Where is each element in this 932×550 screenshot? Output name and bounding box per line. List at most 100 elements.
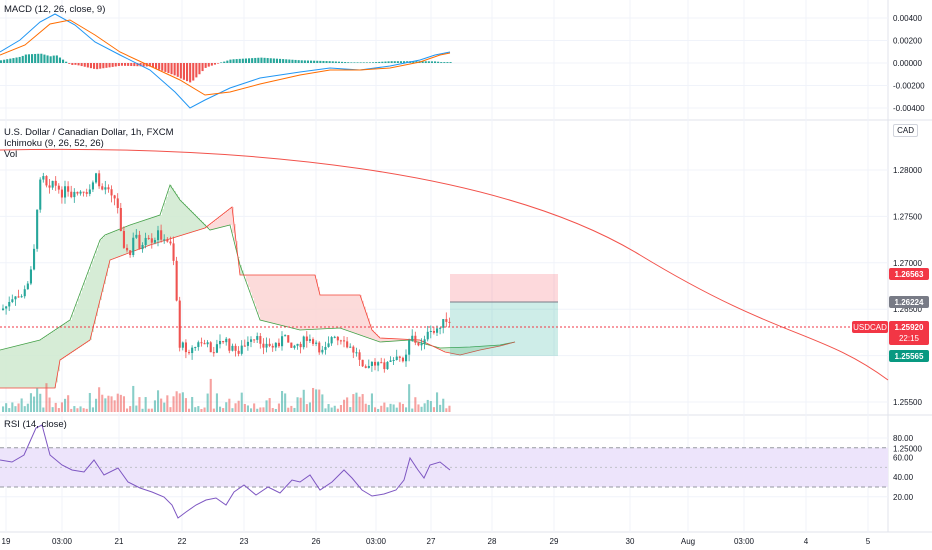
candle[interactable] bbox=[85, 188, 88, 197]
candle[interactable] bbox=[405, 349, 408, 367]
candle[interactable] bbox=[222, 340, 225, 344]
candle[interactable] bbox=[23, 285, 26, 299]
candle[interactable] bbox=[225, 336, 228, 346]
candle[interactable] bbox=[184, 339, 187, 359]
candle[interactable] bbox=[420, 338, 423, 351]
candle[interactable] bbox=[150, 233, 153, 249]
candle[interactable] bbox=[79, 190, 82, 196]
candle[interactable] bbox=[160, 224, 163, 243]
candle[interactable] bbox=[429, 325, 432, 339]
candle[interactable] bbox=[339, 339, 342, 345]
candle[interactable] bbox=[107, 184, 110, 193]
candle[interactable] bbox=[57, 183, 60, 194]
candle[interactable] bbox=[265, 337, 268, 353]
ichimoku-label[interactable]: Ichimoku (9, 26, 52, 26) bbox=[4, 138, 104, 149]
candle[interactable] bbox=[312, 337, 315, 347]
candle[interactable] bbox=[73, 188, 76, 203]
candle[interactable] bbox=[122, 226, 125, 249]
candle[interactable] bbox=[386, 361, 389, 370]
candle[interactable] bbox=[45, 175, 48, 188]
candle[interactable] bbox=[271, 343, 274, 352]
candle[interactable] bbox=[401, 356, 404, 363]
candle[interactable] bbox=[293, 344, 296, 350]
candle[interactable] bbox=[76, 191, 79, 196]
candle[interactable] bbox=[296, 343, 299, 350]
candle[interactable] bbox=[98, 170, 101, 189]
candle[interactable] bbox=[132, 232, 135, 258]
candle[interactable] bbox=[104, 180, 107, 195]
candle[interactable] bbox=[243, 339, 246, 347]
candle[interactable] bbox=[82, 191, 85, 197]
candle[interactable] bbox=[346, 336, 349, 349]
candle[interactable] bbox=[318, 341, 321, 355]
candle[interactable] bbox=[219, 334, 222, 349]
candle[interactable] bbox=[206, 340, 209, 348]
candle[interactable] bbox=[268, 338, 271, 348]
candle[interactable] bbox=[370, 361, 373, 372]
candle[interactable] bbox=[234, 343, 237, 357]
candle[interactable] bbox=[11, 294, 14, 304]
candle[interactable] bbox=[5, 305, 8, 315]
candle[interactable] bbox=[287, 335, 290, 343]
candle[interactable] bbox=[2, 304, 5, 311]
candle[interactable] bbox=[308, 334, 311, 343]
candle[interactable] bbox=[259, 333, 262, 349]
candle[interactable] bbox=[212, 346, 215, 357]
candle[interactable] bbox=[439, 327, 442, 335]
candle[interactable] bbox=[26, 281, 29, 290]
candle[interactable] bbox=[383, 358, 386, 373]
candle[interactable] bbox=[36, 209, 39, 252]
candle[interactable] bbox=[414, 331, 417, 346]
candle[interactable] bbox=[445, 312, 448, 328]
candle[interactable] bbox=[333, 335, 336, 339]
candle[interactable] bbox=[54, 176, 57, 191]
candle[interactable] bbox=[101, 183, 104, 191]
candle[interactable] bbox=[113, 194, 116, 206]
candle[interactable] bbox=[389, 356, 392, 362]
candle[interactable] bbox=[175, 256, 178, 302]
candle[interactable] bbox=[60, 186, 63, 204]
candle[interactable] bbox=[138, 230, 141, 250]
candle[interactable] bbox=[64, 180, 67, 204]
candle[interactable] bbox=[417, 341, 420, 347]
macd-title[interactable]: MACD (12, 26, close, 9) bbox=[4, 4, 106, 15]
candle[interactable] bbox=[330, 336, 333, 346]
candle[interactable] bbox=[302, 335, 305, 350]
candle[interactable] bbox=[361, 359, 364, 367]
candle[interactable] bbox=[39, 177, 42, 213]
symbol-title[interactable]: U.S. Dollar / Canadian Dollar, 1h, FXCM bbox=[4, 127, 174, 138]
candle[interactable] bbox=[110, 185, 113, 203]
candle[interactable] bbox=[33, 244, 36, 271]
candle[interactable] bbox=[181, 341, 184, 351]
candle[interactable] bbox=[8, 296, 11, 312]
candle[interactable] bbox=[200, 337, 203, 347]
candle[interactable] bbox=[163, 234, 166, 244]
candle[interactable] bbox=[166, 237, 169, 243]
candle[interactable] bbox=[411, 329, 414, 342]
candle[interactable] bbox=[197, 340, 200, 351]
candle[interactable] bbox=[284, 334, 287, 337]
candle[interactable] bbox=[432, 326, 435, 335]
candle[interactable] bbox=[290, 342, 293, 348]
candle[interactable] bbox=[349, 343, 352, 348]
candle[interactable] bbox=[262, 338, 265, 355]
candle[interactable] bbox=[95, 172, 98, 184]
candle[interactable] bbox=[48, 178, 51, 194]
candle[interactable] bbox=[315, 340, 318, 347]
candle[interactable] bbox=[203, 339, 206, 345]
candlesticks[interactable] bbox=[2, 170, 451, 373]
candle[interactable] bbox=[246, 336, 249, 351]
candle[interactable] bbox=[88, 184, 91, 197]
candle[interactable] bbox=[178, 296, 181, 352]
candle[interactable] bbox=[188, 349, 191, 355]
candle[interactable] bbox=[408, 338, 411, 362]
candle[interactable] bbox=[70, 185, 73, 199]
candle[interactable] bbox=[144, 232, 147, 249]
candle[interactable] bbox=[448, 317, 451, 327]
candle[interactable] bbox=[364, 364, 367, 369]
candle[interactable] bbox=[141, 242, 144, 253]
candle[interactable] bbox=[209, 341, 212, 353]
candle[interactable] bbox=[67, 181, 70, 197]
rsi-title[interactable]: RSI (14, close) bbox=[4, 419, 67, 430]
